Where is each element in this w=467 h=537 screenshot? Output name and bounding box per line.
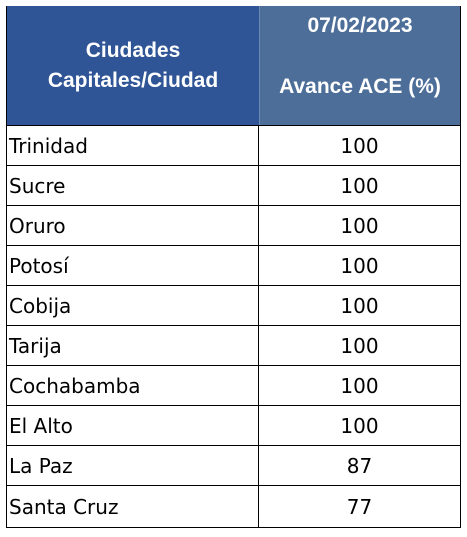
progress-table: Ciudades Capitales/Ciudad 07/02/2023 Ava… — [6, 6, 461, 528]
header-city-column: Ciudades Capitales/Ciudad — [7, 6, 259, 125]
table-row: Potosí 100 — [7, 246, 460, 286]
table-row: Cochabamba 100 — [7, 366, 460, 406]
city-cell: Cobija — [7, 286, 259, 325]
city-cell: La Paz — [7, 446, 259, 485]
city-cell: Sucre — [7, 166, 259, 205]
value-cell: 100 — [340, 333, 379, 358]
city-cell: Tarija — [7, 326, 259, 365]
table-row: Sucre 100 — [7, 166, 460, 206]
header-date: 07/02/2023 — [307, 14, 413, 37]
city-cell: El Alto — [7, 406, 259, 445]
value-cell: 100 — [340, 133, 379, 158]
city-cell: Trinidad — [7, 126, 259, 165]
value-cell: 77 — [346, 494, 373, 519]
value-cell: 100 — [340, 293, 379, 318]
header-city-line2: Capitales/Ciudad — [47, 68, 219, 92]
table-row: Cobija 100 — [7, 286, 460, 326]
header-city-line1: Ciudades — [85, 38, 181, 62]
header-value-label: Avance ACE (%) — [279, 75, 441, 98]
table-row: Trinidad 100 — [7, 126, 460, 166]
value-cell: 100 — [340, 173, 379, 198]
value-cell: 100 — [340, 213, 379, 238]
header-value-column: 07/02/2023 Avance ACE (%) — [259, 6, 460, 125]
table-row: Oruro 100 — [7, 206, 460, 246]
city-cell: Potosí — [7, 246, 259, 285]
table-header: Ciudades Capitales/Ciudad 07/02/2023 Ava… — [7, 6, 460, 126]
table-row: El Alto 100 — [7, 406, 460, 446]
city-cell: Cochabamba — [7, 366, 259, 405]
value-cell: 100 — [340, 413, 379, 438]
city-cell: Oruro — [7, 206, 259, 245]
table-row: Santa Cruz 77 — [7, 486, 460, 527]
table-row: La Paz 87 — [7, 446, 460, 486]
city-cell: Santa Cruz — [7, 486, 259, 527]
value-cell: 100 — [340, 253, 379, 278]
table-row: Tarija 100 — [7, 326, 460, 366]
value-cell: 87 — [346, 453, 373, 478]
value-cell: 100 — [340, 373, 379, 398]
